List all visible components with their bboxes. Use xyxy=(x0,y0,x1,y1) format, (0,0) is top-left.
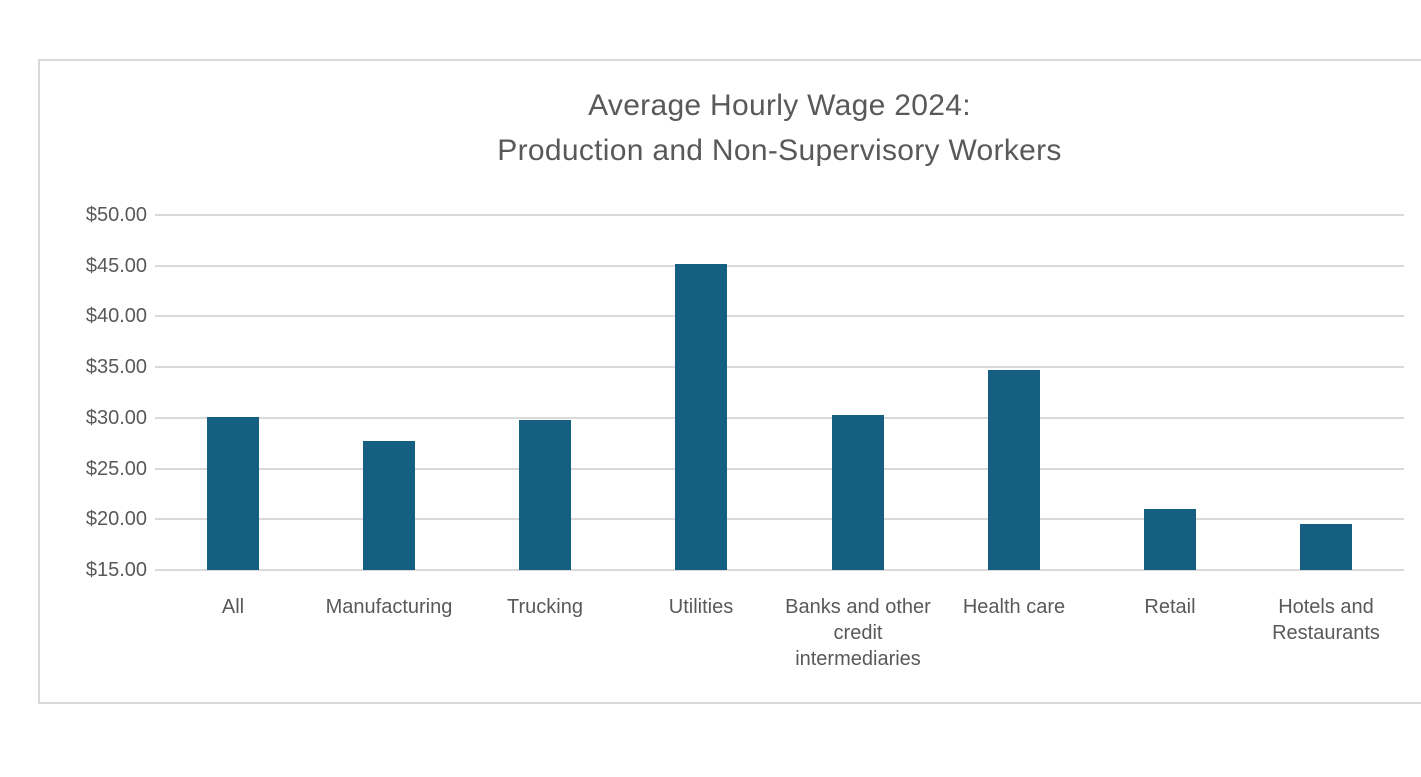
gridline xyxy=(155,265,1404,267)
y-axis-tick-label: $50.00 xyxy=(85,204,147,226)
chart-title: Average Hourly Wage 2024: Production and… xyxy=(155,83,1404,173)
plot-area: $50.00 $45.00 $40.00 $35.00 $30.00 $25.00 $20.… xyxy=(86,205,1404,670)
bar-utilities xyxy=(675,264,727,570)
y-axis-tick-label: $35.00 xyxy=(85,356,147,378)
y-axis-tick-label: $30.00 xyxy=(85,407,147,429)
chart-title-line-1: Average Hourly Wage 2024: xyxy=(588,89,971,122)
gridline xyxy=(155,468,1404,470)
gridline xyxy=(155,518,1404,520)
x-axis-label-manufacturing: Manufacturing xyxy=(325,596,453,618)
bar-manufacturing xyxy=(363,441,415,570)
x-axis-label-trucking: Trucking xyxy=(507,596,583,618)
y-axis-tick-label: $25.00 xyxy=(85,458,147,480)
x-axis-label-retail: Retail xyxy=(1144,596,1196,618)
gridline xyxy=(155,214,1404,216)
bar-health-care xyxy=(988,370,1040,570)
bar-retail xyxy=(1144,509,1196,570)
x-axis-label-utilities: Utilities xyxy=(668,596,734,618)
bar-hotels-and-restaurants xyxy=(1300,524,1352,570)
gridline xyxy=(155,417,1404,419)
bar-all xyxy=(207,417,259,570)
y-axis-tick-label: $20.00 xyxy=(85,508,147,530)
y-axis-tick-label: $45.00 xyxy=(85,255,147,277)
x-axis-label-health-care: Health care xyxy=(962,596,1066,618)
chart-frame: Average Hourly Wage 2024: Production and… xyxy=(38,59,1421,704)
gridline xyxy=(155,569,1404,571)
x-axis-label-hotels-and-restaurants: Hotels and Restaurants xyxy=(1272,596,1380,644)
x-axis-label-banks-and-other-credit-intermediaries: Banks and other credit intermediaries xyxy=(785,596,931,670)
chart-title-line-2: Production and Non-Supervisory Workers xyxy=(497,134,1062,167)
gridline xyxy=(155,315,1404,317)
bar-trucking xyxy=(519,420,571,570)
gridline xyxy=(155,366,1404,368)
y-axis-tick-label: $15.00 xyxy=(85,559,147,581)
y-axis-tick-label: $40.00 xyxy=(85,305,147,327)
x-axis-label-all: All xyxy=(221,596,245,618)
bar-banks-and-other-credit-intermediaries xyxy=(832,415,884,570)
